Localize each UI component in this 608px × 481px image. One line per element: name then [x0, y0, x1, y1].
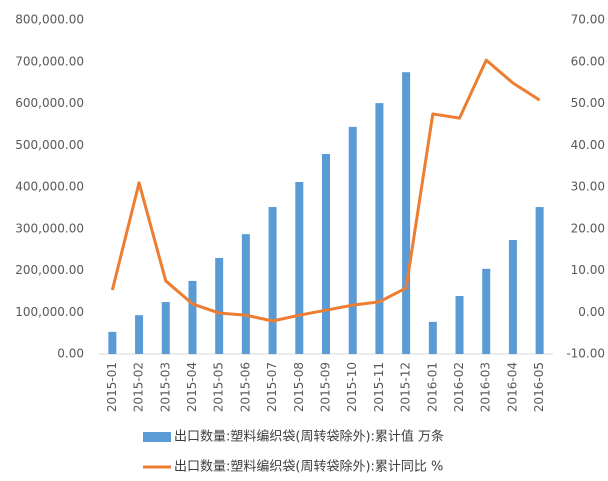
bar	[482, 268, 491, 354]
x-tick-label: 2015-02	[132, 362, 146, 412]
bar	[455, 295, 464, 354]
y-tick-label: 500,000.00	[15, 138, 84, 152]
bar	[428, 321, 437, 354]
y2-tick-label: 70.00	[571, 13, 605, 27]
bar	[241, 234, 250, 354]
bar	[375, 103, 384, 355]
y-tick-label: 0.00	[57, 347, 84, 361]
bar	[215, 257, 224, 354]
y2-tick-label: 30.00	[571, 180, 605, 194]
y-tick-label: 600,000.00	[15, 96, 84, 110]
legend-label: 出口数量:塑料编织袋(周转袋除外):累计同比 %	[174, 460, 443, 475]
line	[110, 58, 541, 323]
x-tick-label: 2016-01	[425, 362, 439, 412]
bar	[348, 126, 357, 354]
x-tick-label: 2016-04	[505, 362, 519, 412]
y-tick-label: 400,000.00	[15, 180, 84, 194]
bar	[161, 302, 170, 354]
y2-tick-label: 10.00	[571, 263, 605, 277]
bar	[322, 154, 330, 354]
x-tick-label: 2015-10	[345, 362, 359, 412]
legend: 出口数量:塑料编织袋(周转袋除外):累计值 万条出口数量:塑料编织袋(周转袋除外…	[143, 429, 444, 475]
bar	[535, 207, 544, 354]
x-tick-label: 2015-05	[212, 362, 226, 412]
x-tick-label: 2015-07	[265, 362, 279, 412]
x-tick-label: 2016-05	[532, 362, 546, 412]
x-tick-label: 2015-09	[319, 362, 333, 412]
bar	[295, 181, 304, 354]
y2-tick-label: 60.00	[571, 54, 605, 68]
y2-tick-label: -10.00	[566, 347, 605, 361]
x-tick-label: 2015-04	[185, 362, 199, 412]
x-tick-label: 2015-03	[158, 362, 172, 412]
bar	[188, 280, 197, 354]
y2-tick-label: 50.00	[571, 96, 605, 110]
x-tick-label: 2015-01	[105, 362, 119, 412]
x-tick-label: 2015-12	[399, 362, 413, 412]
bar	[402, 72, 411, 354]
y-tick-label: 300,000.00	[15, 221, 84, 235]
bar	[108, 331, 117, 354]
y2-tick-label: 20.00	[571, 221, 605, 235]
y-tick-label: 200,000.00	[15, 263, 84, 277]
bar	[508, 240, 517, 354]
x-tick-label: 2016-02	[452, 362, 466, 412]
bar	[268, 207, 277, 354]
legend-swatch	[143, 432, 171, 442]
x-tick-label: 2015-08	[292, 362, 306, 412]
y-tick-label: 800,000.00	[15, 13, 84, 27]
y-tick-label: 700,000.00	[15, 54, 84, 68]
x-tick-label: 2016-03	[479, 362, 493, 412]
x-tick-label: 2015-06	[238, 362, 252, 412]
legend-label: 出口数量:塑料编织袋(周转袋除外):累计值 万条	[174, 429, 444, 445]
y2-tick-label: 40.00	[571, 138, 605, 152]
x-tick-label: 2015-11	[372, 362, 386, 412]
y2-tick-label: 0.00	[578, 305, 605, 319]
bar	[135, 315, 144, 354]
y-tick-label: 100,000.00	[15, 305, 84, 319]
